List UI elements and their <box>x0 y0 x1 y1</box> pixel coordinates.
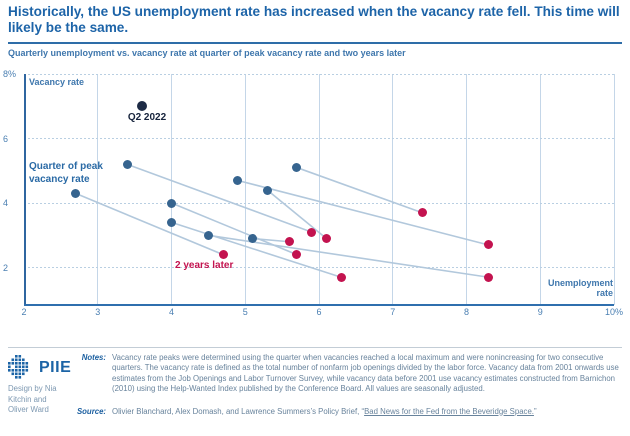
x-tick-label: 3 <box>95 307 101 317</box>
horizontal-gridline <box>24 73 614 75</box>
peak-vacancy-point <box>203 230 213 240</box>
source-prefix: Olivier Blanchard, Alex Domash, and Lawr… <box>112 406 365 416</box>
y-tick-label: 2 <box>3 262 9 273</box>
peak-vacancy-point <box>262 185 272 195</box>
design-credit: Design by Nia Kitchin and Oliver Ward <box>8 384 57 414</box>
x-tick-label: 2 <box>21 307 27 317</box>
vertical-gridline <box>318 74 320 305</box>
two-years-later-point <box>292 250 302 260</box>
source-text: Olivier Blanchard, Alex Domash, and Lawr… <box>112 407 622 417</box>
notes-text: Vacancy rate peaks were determined using… <box>112 353 619 394</box>
page-title: Historically, the US unemployment rate h… <box>8 4 620 35</box>
x-tick-label: 5 <box>242 307 248 317</box>
vertical-gridline <box>613 74 615 305</box>
x-axis-line <box>24 303 614 306</box>
q2-2022-point <box>137 101 147 112</box>
x-axis-title: Unemployment rate <box>547 278 613 298</box>
vertical-gridline <box>171 74 172 305</box>
notes-row: Notes: Vacancy rate peaks were determine… <box>66 353 622 395</box>
peak-vacancy-point <box>248 234 258 244</box>
horizontal-gridline <box>24 267 614 269</box>
horizontal-gridline <box>24 138 614 140</box>
peak-vacancy-point <box>71 188 81 198</box>
x-tick-label: 6 <box>316 307 322 317</box>
horizontal-gridline <box>24 202 614 204</box>
y-axis-line <box>24 74 26 305</box>
two-years-later-point <box>218 250 228 260</box>
notes-block: Notes: Vacancy rate peaks were determine… <box>66 353 622 429</box>
vertical-gridline <box>244 74 246 305</box>
vertical-gridline <box>539 74 541 305</box>
peak-vacancy-point <box>167 217 176 227</box>
x-tick-label: 10% <box>604 307 623 317</box>
piie-wordmark: PIIE <box>39 358 72 376</box>
source-row: Source: Olivier Blanchard, Alex Domash, … <box>66 407 622 417</box>
connector-lines <box>75 163 489 279</box>
two-years-later-point <box>285 237 294 247</box>
y-tick-label: 8% <box>3 69 17 79</box>
two-years-later-point <box>484 240 494 250</box>
beveridge-scatter-chart: Vacancy rate Quarter of peak vacancy rat… <box>0 68 630 320</box>
piie-globe-icon <box>8 355 29 379</box>
vertical-gridline <box>392 74 394 305</box>
two-years-later-point <box>307 227 317 237</box>
source-suffix: ” <box>533 406 537 416</box>
legend-later-label: 2 years later <box>175 260 234 271</box>
notes-label: Notes: <box>81 353 106 362</box>
y-axis-title: Vacancy rate <box>29 77 85 87</box>
y-tick-label: 6 <box>3 133 9 144</box>
piie-logo: PIIE <box>8 354 71 381</box>
peak-vacancy-point <box>167 198 176 208</box>
peak-vacancy-point <box>122 159 132 169</box>
title-divider <box>8 42 622 44</box>
x-tick-label: 9 <box>537 307 543 317</box>
source-link[interactable]: Bad News for the Fed from the Beveridge … <box>364 406 534 416</box>
x-tick-label: 7 <box>390 307 396 317</box>
two-years-later-point <box>336 272 346 282</box>
legend-peak-label: Quarter of peak vacancy rate <box>29 161 103 185</box>
peak-vacancy-point <box>233 175 243 185</box>
footer-divider <box>8 347 622 348</box>
source-label: Source: <box>76 406 106 416</box>
two-years-later-point <box>321 234 331 244</box>
x-tick-label: 8 <box>463 307 469 317</box>
two-years-later-point <box>484 272 494 282</box>
x-tick-label: 4 <box>168 307 174 317</box>
chart-subtitle: Quarterly unemployment vs. vacancy rate … <box>8 48 406 58</box>
peak-vacancy-point <box>292 163 302 173</box>
two-years-later-point <box>417 208 427 218</box>
vertical-gridline <box>466 74 467 305</box>
y-tick-label: 4 <box>3 198 9 209</box>
annotation-q2-2022: Q2 2022 <box>127 112 167 123</box>
vertical-gridline <box>97 74 99 305</box>
plot-area: Vacancy rate Quarter of peak vacancy rat… <box>24 73 615 306</box>
